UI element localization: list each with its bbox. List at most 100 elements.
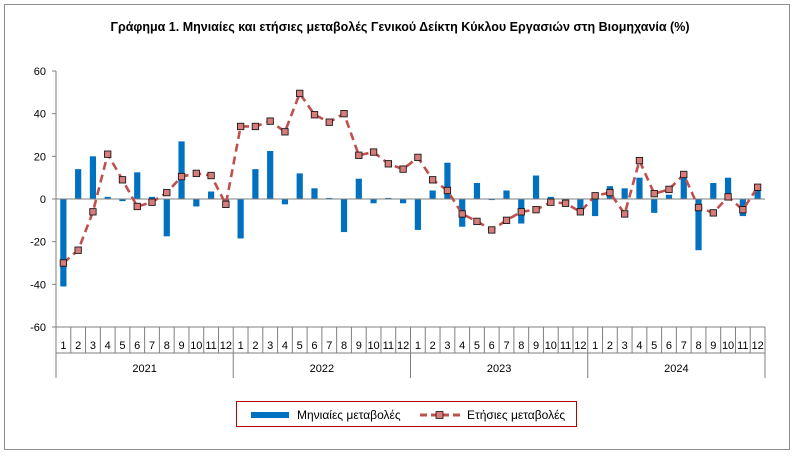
x-month-label: 1 bbox=[60, 340, 66, 352]
bar-monthly-13 bbox=[237, 199, 244, 239]
marker-annual-16 bbox=[281, 128, 289, 136]
x-month-label: 12 bbox=[574, 340, 586, 352]
y-tick-label: -60 bbox=[30, 322, 46, 334]
bar-monthly-46 bbox=[724, 177, 732, 199]
marker-annual-18 bbox=[310, 111, 319, 119]
x-month-label: 5 bbox=[297, 340, 303, 352]
bar-monthly-22 bbox=[370, 199, 377, 204]
x-month-label: 4 bbox=[636, 340, 642, 352]
x-year-label: 2024 bbox=[664, 363, 688, 375]
marker-annual-9 bbox=[177, 172, 186, 181]
marker-annual-34 bbox=[547, 198, 555, 206]
bar-monthly-24 bbox=[400, 199, 407, 204]
bar-monthly-17 bbox=[296, 173, 303, 199]
legend-item-monthly: Μηνιαίες μεταβολές bbox=[251, 407, 401, 423]
bar-monthly-43 bbox=[680, 175, 687, 199]
bar-monthly-7 bbox=[148, 196, 156, 199]
x-month-label: 12 bbox=[220, 340, 232, 352]
x-month-label: 4 bbox=[282, 340, 288, 352]
bar-monthly-31 bbox=[503, 190, 510, 199]
x-month-label: 11 bbox=[737, 340, 748, 352]
x-month-label: 10 bbox=[545, 340, 557, 352]
x-month-label: 5 bbox=[474, 340, 480, 352]
x-month-label: 8 bbox=[164, 340, 170, 352]
bar-monthly-2 bbox=[75, 169, 82, 199]
bar-monthly-1 bbox=[60, 199, 67, 287]
x-month-label: 7 bbox=[326, 340, 332, 352]
marker-annual-1 bbox=[59, 259, 68, 267]
marker-annual-20 bbox=[340, 110, 348, 118]
marker-annual-41 bbox=[650, 190, 658, 198]
bar-monthly-6 bbox=[134, 172, 141, 199]
x-month-label: 11 bbox=[560, 340, 571, 352]
marker-annual-38 bbox=[606, 188, 614, 197]
bar-monthly-21 bbox=[355, 178, 362, 199]
x-year-label: 2021 bbox=[132, 363, 156, 375]
x-month-label: 10 bbox=[190, 340, 202, 352]
bar-monthly-48 bbox=[754, 186, 761, 199]
x-month-label: 3 bbox=[90, 340, 96, 352]
x-month-label: 1 bbox=[238, 340, 244, 352]
bar-monthly-16 bbox=[281, 199, 289, 205]
bar-monthly-18 bbox=[311, 188, 318, 199]
marker-annual-17 bbox=[296, 89, 304, 98]
marker-annual-31 bbox=[502, 216, 511, 224]
bar-monthly-25 bbox=[414, 199, 421, 230]
x-month-label: 6 bbox=[134, 340, 140, 352]
bar-monthly-27 bbox=[444, 162, 451, 199]
bar-monthly-41 bbox=[651, 199, 658, 213]
bar-monthly-29 bbox=[473, 183, 481, 199]
marker-annual-19 bbox=[325, 118, 333, 126]
x-month-label: 7 bbox=[149, 340, 155, 352]
chart-frame bbox=[4, 4, 790, 450]
x-month-label: 2 bbox=[607, 340, 613, 352]
x-year-label: 2023 bbox=[487, 363, 511, 375]
x-month-label: 6 bbox=[311, 340, 317, 352]
x-month-label: 9 bbox=[533, 340, 539, 352]
x-month-label: 3 bbox=[267, 340, 273, 352]
legend-label-monthly: Μηνιαίες μεταβολές bbox=[297, 408, 401, 422]
chart-title: Γράφημα 1. Μηνιαίες και ετήσιες μεταβολέ… bbox=[110, 20, 690, 34]
marker-annual-27 bbox=[443, 186, 452, 195]
marker-annual-45 bbox=[709, 209, 717, 217]
legend-label-annual: Ετήσιες μεταβολές bbox=[467, 408, 566, 422]
x-month-label: 4 bbox=[459, 340, 465, 352]
marker-annual-36 bbox=[576, 208, 585, 216]
marker-annual-14 bbox=[251, 122, 260, 131]
marker-annual-12 bbox=[222, 200, 230, 208]
marker-annual-7 bbox=[148, 198, 156, 206]
x-month-label: 5 bbox=[119, 340, 125, 352]
marker-annual-30 bbox=[488, 226, 496, 234]
x-month-label: 1 bbox=[592, 340, 598, 352]
bar-monthly-5 bbox=[119, 199, 126, 202]
marker-annual-47 bbox=[739, 206, 747, 214]
bar-monthly-26 bbox=[429, 190, 436, 199]
marker-annual-13 bbox=[236, 122, 245, 131]
marker-annual-21 bbox=[355, 151, 363, 159]
y-tick-label: 0 bbox=[40, 194, 46, 206]
marker-annual-42 bbox=[665, 185, 673, 194]
marker-annual-10 bbox=[192, 169, 200, 178]
marker-annual-22 bbox=[369, 148, 378, 156]
marker-annual-35 bbox=[561, 199, 570, 207]
y-tick-label: -20 bbox=[30, 237, 46, 249]
x-month-label: 3 bbox=[444, 340, 450, 352]
marker-annual-37 bbox=[591, 192, 599, 200]
marker-annual-26 bbox=[429, 176, 437, 184]
marker-annual-40 bbox=[635, 156, 644, 165]
bar-monthly-37 bbox=[592, 199, 599, 217]
x-month-label: 12 bbox=[751, 340, 763, 352]
bar-monthly-9 bbox=[178, 141, 185, 199]
bar-monthly-33 bbox=[532, 175, 540, 199]
marker-annual-44 bbox=[694, 203, 703, 212]
bar-monthly-20 bbox=[340, 199, 348, 233]
x-month-label: 7 bbox=[503, 340, 509, 352]
legend-swatch-monthly bbox=[251, 412, 289, 418]
marker-annual-2 bbox=[74, 246, 82, 254]
bar-monthly-15 bbox=[267, 151, 274, 199]
marker-annual-25 bbox=[414, 153, 422, 162]
x-month-label: 9 bbox=[178, 340, 184, 352]
bar-monthly-34 bbox=[547, 196, 554, 199]
bar-monthly-45 bbox=[710, 183, 717, 199]
